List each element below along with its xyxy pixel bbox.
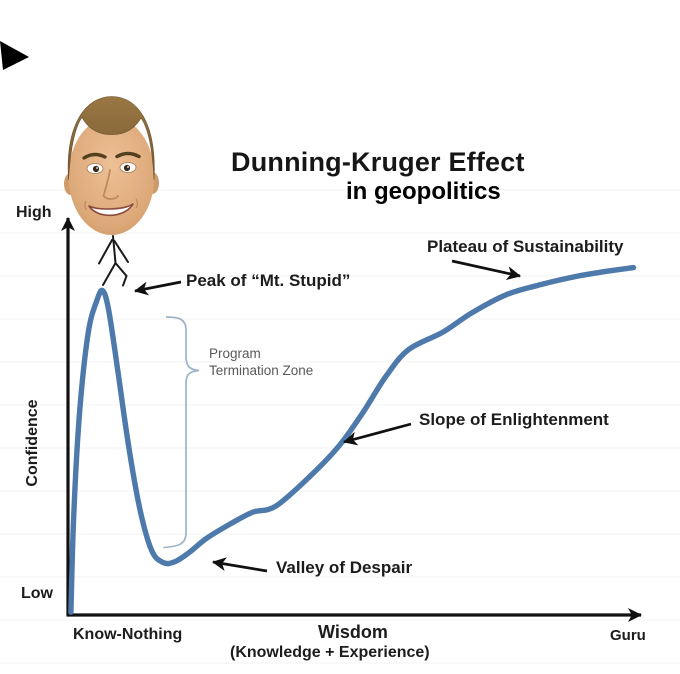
valley-arrow: [212, 557, 268, 573]
x-axis-label: Wisdom: [318, 622, 388, 642]
y-tick-low: Low: [21, 585, 53, 602]
stick-figure-icon: [98, 235, 129, 287]
photo-head-icon: [64, 96, 159, 235]
annotation-slope: Slope of Enlightenment: [419, 410, 609, 429]
corner-wedge-icon: [0, 41, 29, 70]
bracket-brace: [163, 316, 200, 549]
peak-arrow: [134, 280, 182, 296]
slope-arrow: [343, 422, 412, 446]
annotation-bracket-zone: Program Termination Zone: [209, 346, 314, 378]
y-axis-label: Confidence: [24, 399, 41, 487]
confidence-curve: [68, 264, 637, 615]
chart-title: Dunning-Kruger Effect: [231, 147, 525, 177]
annotation-valley: Valley of Despair: [276, 558, 413, 577]
axes: [61, 217, 642, 622]
annotation-peak: Peak of “Mt. Stupid”: [186, 271, 351, 290]
plateau-arrow: [451, 259, 521, 281]
x-axis-sublabel: (Knowledge + Experience): [230, 644, 430, 661]
hair: [67, 96, 155, 181]
x-tick-know-nothing: Know-Nothing: [73, 626, 183, 643]
chart-subtitle: in geopolitics: [346, 178, 501, 205]
y-tick-high: High: [16, 204, 52, 221]
annotation-plateau: Plateau of Sustainability: [427, 237, 624, 256]
x-tick-guru: Guru: [610, 627, 646, 644]
annotation-arrows: [134, 259, 521, 573]
